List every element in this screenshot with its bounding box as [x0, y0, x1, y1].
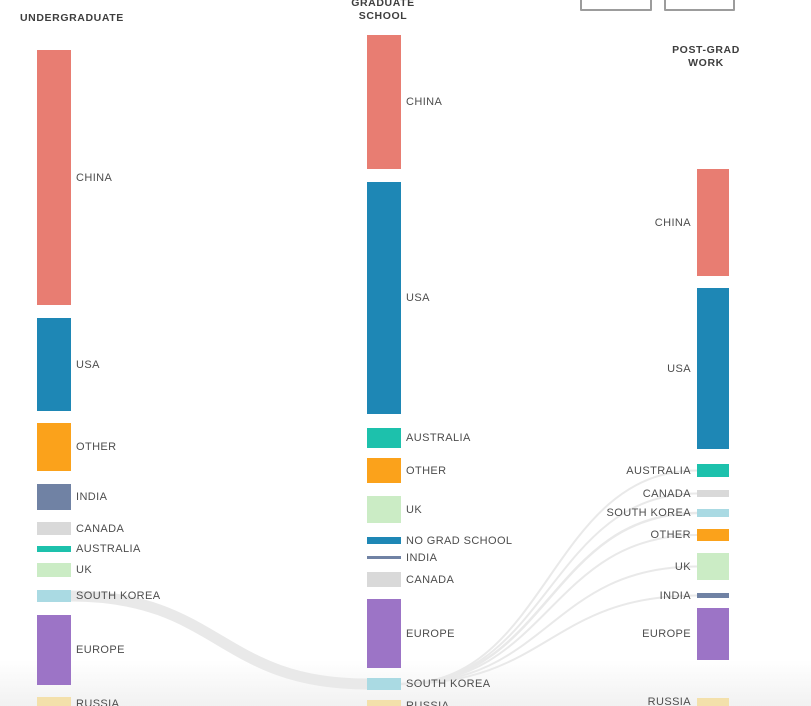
toolbar-button-1[interactable]: [580, 0, 652, 11]
bar-label-col3-other: OTHER: [650, 529, 691, 541]
column-header-post-grad-work: POST-GRAD WORK: [672, 44, 740, 70]
flow-south-korea-to-canada: [400, 492, 698, 685]
bar-label-col1-usa: USA: [76, 358, 100, 371]
bar-label-col2-china: CHINA: [406, 96, 443, 108]
bar-col3-usa[interactable]: [697, 288, 729, 449]
bar-label-col3-uk: UK: [674, 560, 691, 573]
bar-label-col1-uk: UK: [76, 564, 93, 576]
bar-col3-other[interactable]: [697, 529, 729, 541]
bar-label-col3-india: INDIA: [659, 589, 691, 602]
flow-south-korea-to-south-korea: [70, 590, 368, 690]
bar-label-col2-russia: RUSSIA: [406, 700, 450, 706]
bar-col2-europe[interactable]: [367, 599, 401, 668]
bar-col1-australia[interactable]: [37, 546, 71, 552]
toolbar-button-2[interactable]: [664, 0, 735, 11]
bar-col3-australia[interactable]: [697, 464, 729, 477]
bar-label-col2-australia: AUSTRALIA: [406, 432, 471, 444]
bar-col3-europe[interactable]: [697, 608, 729, 660]
bar-col2-uk[interactable]: [367, 496, 401, 523]
bar-label-col1-india: INDIA: [76, 491, 108, 503]
bar-col2-usa[interactable]: [367, 182, 401, 414]
bar-col2-no-grad-school[interactable]: [367, 537, 401, 544]
flow-south-korea-to-other: [400, 534, 698, 685]
bar-label-col1-russia: RUSSIA: [76, 698, 120, 706]
bar-col3-uk[interactable]: [697, 553, 729, 580]
bar-label-col1-australia: AUSTRALIA: [76, 543, 141, 555]
bar-label-col1-other: OTHER: [76, 441, 117, 453]
column-header-graduate-school: GRADUATE SCHOOL: [351, 0, 415, 23]
bar-col1-south-korea[interactable]: [37, 590, 71, 602]
bar-col1-usa[interactable]: [37, 318, 71, 411]
bar-col3-canada[interactable]: [697, 490, 729, 497]
bar-col3-south-korea[interactable]: [697, 509, 729, 517]
bar-label-col2-uk: UK: [406, 503, 423, 516]
bar-label-col2-no-grad-school: NO GRAD SCHOOL: [406, 534, 513, 547]
bar-label-col1-china: CHINA: [76, 171, 113, 184]
bar-label-col2-europe: EUROPE: [406, 627, 455, 640]
bar-col1-india[interactable]: [37, 484, 71, 510]
bar-col1-uk[interactable]: [37, 563, 71, 577]
bar-col2-india[interactable]: [367, 556, 401, 559]
bar-label-col3-china: CHINA: [654, 216, 691, 229]
bar-col1-other[interactable]: [37, 423, 71, 471]
flow-south-korea-to-india: [400, 594, 698, 685]
bar-label-col3-australia: AUSTRALIA: [626, 464, 691, 477]
flow-south-korea-to-uk: [400, 565, 698, 685]
bar-label-col3-russia: RUSSIA: [647, 696, 691, 706]
bar-label-col3-europe: EUROPE: [642, 628, 691, 640]
bar-label-col3-canada: CANADA: [642, 487, 691, 500]
bar-col2-south-korea[interactable]: [367, 678, 401, 690]
bar-label-col1-europe: EUROPE: [76, 644, 125, 656]
bar-col2-other[interactable]: [367, 458, 401, 483]
bar-col3-china[interactable]: [697, 169, 729, 276]
bar-label-col2-india: INDIA: [406, 551, 438, 564]
bar-col2-canada[interactable]: [367, 572, 401, 587]
bar-col3-india[interactable]: [697, 593, 729, 598]
bar-col2-china[interactable]: [367, 35, 401, 169]
bar-col1-europe[interactable]: [37, 615, 71, 685]
bar-label-col2-other: OTHER: [406, 464, 447, 477]
bar-label-col1-canada: CANADA: [76, 522, 125, 535]
bar-col2-russia[interactable]: [367, 700, 401, 706]
column-header-undergraduate: UNDERGRADUATE: [20, 12, 124, 24]
bar-col2-australia[interactable]: [367, 428, 401, 448]
bar-label-col1-south-korea: SOUTH KOREA: [76, 590, 161, 602]
flow-south-korea-to-australia: [400, 469, 698, 685]
bar-label-col3-usa: USA: [667, 362, 691, 375]
bar-col1-canada[interactable]: [37, 522, 71, 535]
bar-label-col2-south-korea: SOUTH KOREA: [406, 678, 491, 690]
bar-col1-russia[interactable]: [37, 697, 71, 706]
bar-col3-russia[interactable]: [697, 698, 729, 706]
bar-col1-china[interactable]: [37, 50, 71, 305]
bar-label-col3-south-korea: SOUTH KOREA: [606, 507, 691, 519]
bar-label-col2-usa: USA: [406, 292, 430, 304]
bar-label-col2-canada: CANADA: [406, 573, 455, 586]
